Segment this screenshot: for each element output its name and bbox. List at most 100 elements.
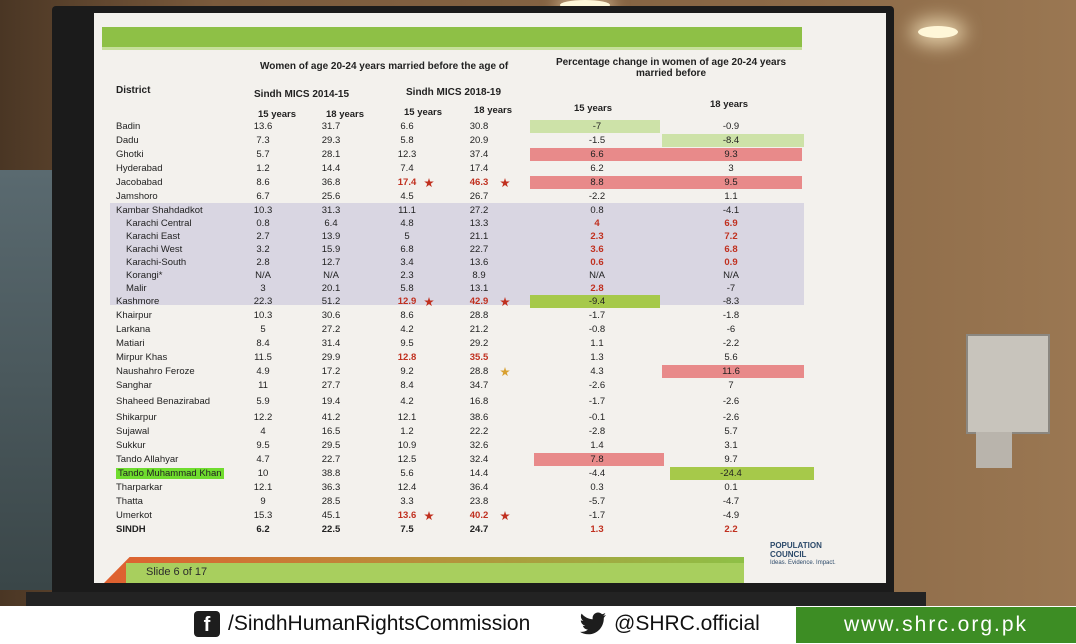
value-2018-15y: 6.6 <box>400 121 414 132</box>
population-council-logo: POPULATION COUNCIL Ideas. Evidence. Impa… <box>754 541 844 579</box>
value-2014-18y: 15.9 <box>321 244 341 255</box>
value-2018-18y: 13.6 <box>469 257 489 268</box>
value-2014-18y: 29.5 <box>321 440 341 451</box>
value-2018-15y: 5.8 <box>400 135 414 146</box>
value-2014-15y: 7.3 <box>256 135 270 146</box>
district-name: Jamshoro <box>116 191 158 202</box>
sub-18-b: 18 years <box>474 105 513 116</box>
value-2018-18y: 14.4 <box>469 468 489 479</box>
value-2018-15y: 6.8 <box>400 244 414 255</box>
change-15y: 2.3 <box>590 231 604 242</box>
value-2018-18y: 35.5 <box>469 352 489 363</box>
value-2014-15y: 3.2 <box>256 244 270 255</box>
change-15y: -1.7 <box>588 310 606 321</box>
value-2014-18y: 38.8 <box>321 468 341 479</box>
value-2014-15y: 9 <box>260 496 266 507</box>
value-2014-15y: 3 <box>260 283 266 294</box>
change-18y: 5.7 <box>724 426 738 437</box>
facebook-icon[interactable]: f <box>194 611 220 637</box>
value-2014-15y: 5 <box>260 324 266 335</box>
value-2014-15y: 5.7 <box>256 149 270 160</box>
value-2014-15y: 4 <box>260 426 266 437</box>
value-2014-18y: 31.7 <box>321 121 341 132</box>
district-name: Umerkot <box>116 510 152 521</box>
value-2018-18y: 13.3 <box>469 218 489 229</box>
change-18y: 7 <box>728 380 734 391</box>
change-15y: 0.6 <box>590 257 604 268</box>
change-18y: 5.6 <box>724 352 738 363</box>
value-2018-15y: 4.5 <box>400 191 414 202</box>
value-2018-18y: 40.2 <box>469 510 489 521</box>
value-2014-15y: 2.8 <box>256 257 270 268</box>
value-2014-18y: 28.1 <box>321 149 341 160</box>
value-2018-15y: 5.6 <box>400 468 414 479</box>
highlight-cell <box>670 467 814 480</box>
twitter-bird-icon[interactable] <box>578 612 608 636</box>
burst-icon <box>424 297 434 307</box>
value-2014-18y: 17.2 <box>321 366 341 377</box>
district-highlighted: Tando Muhammad Khan <box>116 468 224 479</box>
change-15y: 1.3 <box>590 524 604 535</box>
district-name: Shaheed Benazirabad <box>116 396 211 407</box>
value-2018-15y: 11.1 <box>398 205 416 216</box>
projector-screen-bar <box>26 592 926 606</box>
change-15y: -9.4 <box>588 296 606 307</box>
karachi-band <box>110 203 804 305</box>
logo-tagline: Ideas. Evidence. Impact. <box>770 560 836 566</box>
district-name: Tharparkar <box>116 482 163 493</box>
slide: Women of age 20-24 years married before … <box>94 13 886 583</box>
change-18y: 1.1 <box>724 191 738 202</box>
value-2018-18y: 38.6 <box>469 412 489 423</box>
change-15y: -1.7 <box>588 510 606 521</box>
value-2018-18y: 46.3 <box>469 177 489 188</box>
value-2018-18y: 21.2 <box>469 324 489 335</box>
highlight-cell <box>530 176 802 189</box>
value-2014-15y: 10.3 <box>253 310 273 321</box>
change-15y: -0.8 <box>588 324 606 335</box>
value-2014-15y: 11 <box>258 380 268 391</box>
facebook-handle[interactable]: /SindhHumanRightsCommission <box>228 612 531 635</box>
value-2018-15y: 4.2 <box>400 324 414 335</box>
value-2018-18y: 42.9 <box>469 296 489 307</box>
col-mics-2014: Sindh MICS 2014-15 <box>254 89 350 100</box>
value-2018-18y: 28.8 <box>469 310 489 321</box>
highlight-cell <box>530 120 660 133</box>
district-name: Tando Allahyar <box>116 454 179 465</box>
change-18y: 7.2 <box>724 231 738 242</box>
value-2018-18y: 27.2 <box>469 205 489 216</box>
change-18y: -4.1 <box>722 205 740 216</box>
change-15y: 8.8 <box>590 177 604 188</box>
col-district: District <box>116 85 151 96</box>
value-2014-18y: 28.5 <box>321 496 341 507</box>
website-link[interactable]: www.shrc.org.pk <box>796 607 1076 643</box>
change-15y: 3.6 <box>590 244 604 255</box>
value-2014-15y: 12.1 <box>253 482 273 493</box>
value-2018-15y: 8.6 <box>400 310 414 321</box>
value-2018-15y: 17.4 <box>397 177 417 188</box>
value-2014-18y: 14.4 <box>321 163 341 174</box>
value-2018-15y: 2.3 <box>400 270 414 281</box>
value-2014-15y: 10 <box>257 468 269 479</box>
value-2014-18y: N/A <box>323 270 339 281</box>
value-2014-15y: 15.3 <box>253 510 273 521</box>
change-15y: -5.7 <box>588 496 606 507</box>
value-2018-18y: 26.7 <box>469 191 489 202</box>
change-15y: 7.8 <box>590 454 604 465</box>
slide-number: Slide 6 of 17 <box>146 566 208 578</box>
twitter-handle[interactable]: @SHRC.official <box>614 612 760 635</box>
district-name: Matiari <box>116 338 145 349</box>
value-2014-15y: 0.8 <box>256 218 270 229</box>
value-2018-15y: 12.4 <box>397 482 417 493</box>
value-2018-15y: 12.3 <box>397 149 417 160</box>
value-2014-15y: 10.3 <box>253 205 273 216</box>
burst-icon <box>424 178 434 188</box>
value-2014-18y: 22.7 <box>321 454 341 465</box>
value-2014-15y: 2.7 <box>256 231 270 242</box>
district-name: Karachi Central <box>126 218 192 229</box>
highlight-cell <box>530 295 660 308</box>
district-name: SINDH <box>116 524 146 535</box>
value-2018-15y: 3.3 <box>400 496 414 507</box>
value-2018-15y: 1.2 <box>400 426 414 437</box>
change-18y: -7 <box>726 283 736 294</box>
value-2014-15y: 6.2 <box>256 524 270 535</box>
